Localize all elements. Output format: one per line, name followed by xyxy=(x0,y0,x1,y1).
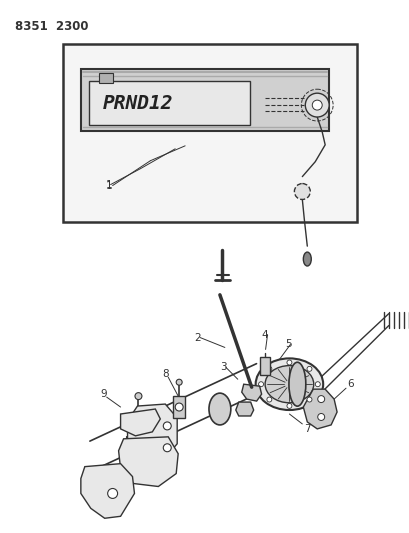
Text: 4: 4 xyxy=(261,329,267,340)
Text: 5: 5 xyxy=(285,340,291,350)
Circle shape xyxy=(163,444,171,452)
Text: 1: 1 xyxy=(106,180,112,190)
Circle shape xyxy=(258,382,263,386)
Polygon shape xyxy=(81,464,134,518)
Text: 2: 2 xyxy=(193,333,200,343)
Circle shape xyxy=(317,414,324,421)
Ellipse shape xyxy=(303,252,310,266)
Circle shape xyxy=(306,366,311,372)
Ellipse shape xyxy=(265,366,313,403)
Polygon shape xyxy=(120,409,160,436)
Bar xyxy=(89,81,249,125)
Bar xyxy=(99,74,112,83)
Polygon shape xyxy=(118,437,178,487)
Ellipse shape xyxy=(288,362,305,406)
Circle shape xyxy=(163,422,171,430)
Ellipse shape xyxy=(209,393,230,425)
Text: 8351  2300: 8351 2300 xyxy=(15,20,89,33)
Circle shape xyxy=(175,403,183,411)
Text: 1: 1 xyxy=(106,181,112,191)
Text: 8: 8 xyxy=(162,369,169,379)
Circle shape xyxy=(305,93,328,117)
Circle shape xyxy=(266,397,271,402)
Text: 3: 3 xyxy=(219,362,226,373)
Ellipse shape xyxy=(255,358,322,410)
Circle shape xyxy=(286,403,291,408)
Text: 7: 7 xyxy=(303,424,310,434)
Bar xyxy=(259,358,269,375)
Circle shape xyxy=(315,382,319,386)
Circle shape xyxy=(266,366,271,372)
Circle shape xyxy=(286,360,291,365)
Circle shape xyxy=(306,397,311,402)
Circle shape xyxy=(108,488,117,498)
Polygon shape xyxy=(235,402,253,416)
Text: 6: 6 xyxy=(346,379,353,389)
Bar xyxy=(173,396,185,418)
Polygon shape xyxy=(127,404,177,464)
Polygon shape xyxy=(241,384,261,401)
Bar xyxy=(63,44,356,222)
Circle shape xyxy=(317,395,324,402)
Circle shape xyxy=(294,183,310,199)
Text: PRND12: PRND12 xyxy=(102,94,173,112)
Circle shape xyxy=(135,393,142,400)
Polygon shape xyxy=(303,389,336,429)
Circle shape xyxy=(312,100,321,110)
Circle shape xyxy=(176,379,182,385)
Bar xyxy=(81,69,328,131)
Text: 9: 9 xyxy=(101,389,107,399)
